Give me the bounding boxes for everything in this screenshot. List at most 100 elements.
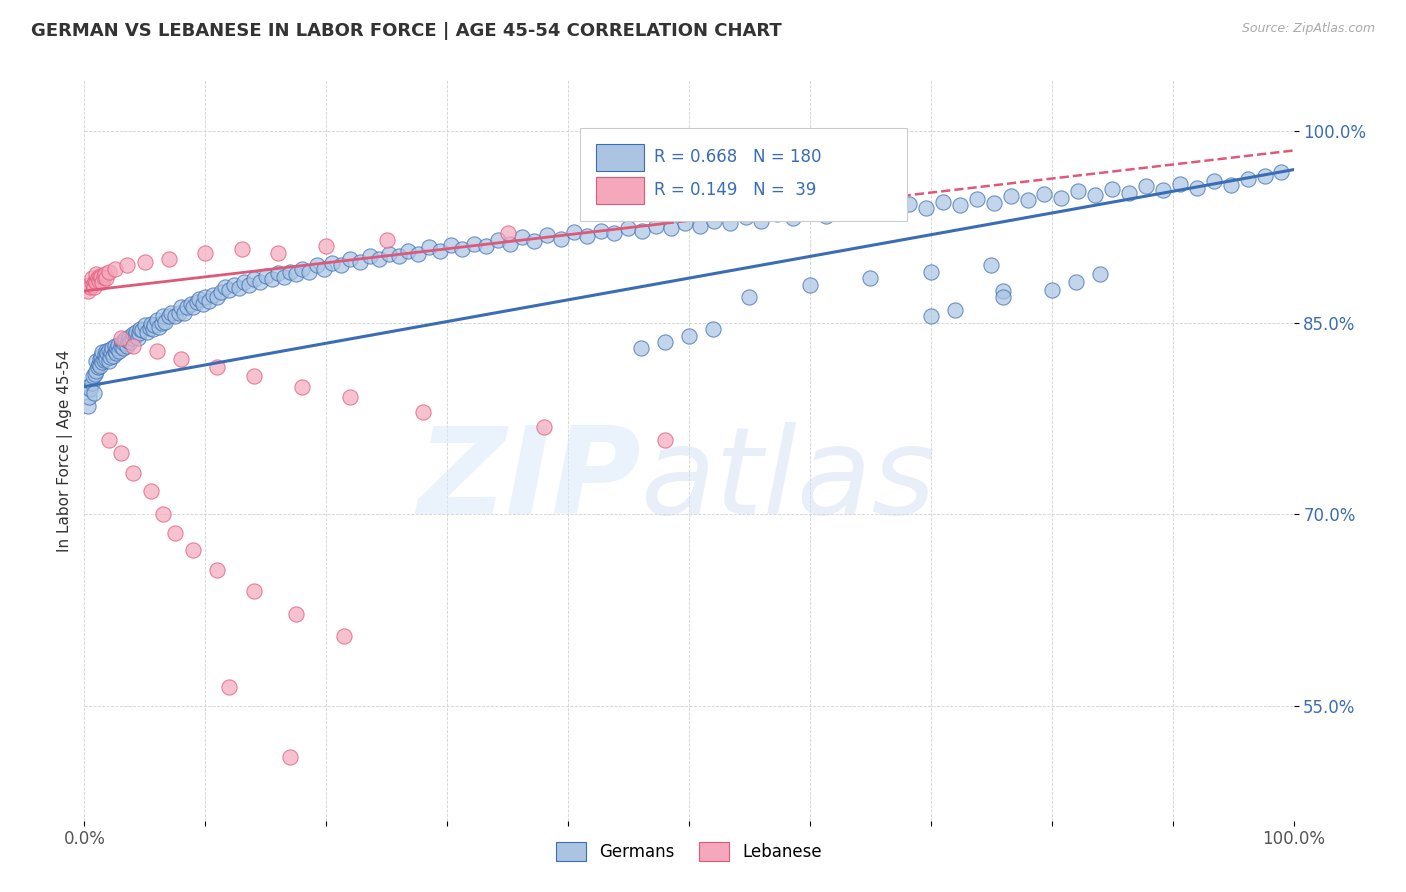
Point xyxy=(475,239,498,253)
Point xyxy=(305,259,328,273)
Point xyxy=(134,254,156,268)
Point xyxy=(1088,268,1111,282)
Point xyxy=(406,247,429,261)
Point xyxy=(136,325,159,339)
Point xyxy=(79,382,101,396)
Point xyxy=(150,316,173,330)
Point xyxy=(191,296,214,310)
Point xyxy=(157,310,180,324)
Point xyxy=(617,221,640,235)
Point xyxy=(118,330,141,344)
Point xyxy=(91,275,114,289)
Point xyxy=(249,275,271,289)
Point xyxy=(533,420,555,434)
Point xyxy=(254,268,277,283)
Point xyxy=(170,351,193,366)
Point xyxy=(105,342,128,356)
Point xyxy=(920,310,942,324)
Point xyxy=(160,305,183,319)
Point xyxy=(880,203,903,218)
Point xyxy=(1064,275,1087,289)
Point xyxy=(273,269,295,284)
Point xyxy=(1050,191,1073,205)
Text: Source: ZipAtlas.com: Source: ZipAtlas.com xyxy=(1241,22,1375,36)
Point xyxy=(576,229,599,244)
Point xyxy=(112,336,135,351)
Point xyxy=(170,301,193,315)
Point xyxy=(107,337,129,351)
Point xyxy=(278,749,301,764)
Point xyxy=(152,310,174,324)
Point xyxy=(388,249,411,263)
Point xyxy=(93,269,115,284)
Point xyxy=(207,290,229,304)
Point xyxy=(718,216,741,230)
Point xyxy=(846,206,869,220)
Point xyxy=(181,543,204,558)
Point xyxy=(703,213,725,227)
Point xyxy=(463,236,485,251)
Point xyxy=(312,262,335,277)
Point xyxy=(799,277,821,292)
Point xyxy=(1185,180,1208,194)
Point xyxy=(291,262,314,277)
Point xyxy=(799,204,821,219)
Point xyxy=(1033,186,1056,201)
Point xyxy=(966,192,988,206)
Point xyxy=(104,346,127,360)
Point xyxy=(155,314,177,328)
Point xyxy=(129,322,152,336)
FancyBboxPatch shape xyxy=(596,144,644,170)
Point xyxy=(228,281,250,295)
Point xyxy=(1219,178,1241,192)
Point xyxy=(863,200,886,214)
Point xyxy=(1067,185,1090,199)
Point xyxy=(242,272,264,286)
Point xyxy=(93,352,115,367)
Point xyxy=(101,342,124,356)
Point xyxy=(418,240,440,254)
Point xyxy=(1000,189,1022,203)
Point xyxy=(375,233,398,247)
Point xyxy=(97,354,120,368)
Point xyxy=(898,197,921,211)
Point xyxy=(291,379,314,393)
Point xyxy=(654,334,676,349)
Point xyxy=(499,236,522,251)
Point xyxy=(1270,165,1292,179)
Point xyxy=(86,360,108,375)
Point xyxy=(207,564,229,578)
Point xyxy=(603,227,626,241)
Point xyxy=(450,242,472,256)
Point xyxy=(734,210,756,224)
Point xyxy=(1101,182,1123,196)
Point xyxy=(148,319,170,334)
Point xyxy=(859,271,882,285)
Point xyxy=(83,386,105,401)
Point xyxy=(131,323,153,337)
Point xyxy=(94,343,117,358)
Point xyxy=(630,224,652,238)
Point xyxy=(86,268,108,282)
Point xyxy=(104,343,127,358)
Point xyxy=(84,274,107,288)
Point xyxy=(87,274,110,288)
Point xyxy=(86,354,108,368)
Text: R = 0.668   N = 180: R = 0.668 N = 180 xyxy=(654,147,821,166)
Point xyxy=(943,303,966,318)
Y-axis label: In Labor Force | Age 45-54: In Labor Force | Age 45-54 xyxy=(58,350,73,551)
Point xyxy=(339,390,361,404)
Point xyxy=(77,277,100,292)
Point xyxy=(82,277,104,292)
Text: GERMAN VS LEBANESE IN LABOR FORCE | AGE 45-54 CORRELATION CHART: GERMAN VS LEBANESE IN LABOR FORCE | AGE … xyxy=(31,22,782,40)
Point xyxy=(678,328,700,343)
Point xyxy=(143,318,166,333)
Point xyxy=(165,310,187,324)
Point xyxy=(751,213,773,227)
Point xyxy=(1253,169,1275,183)
Point xyxy=(412,405,434,419)
Point xyxy=(110,331,132,345)
Point xyxy=(76,379,98,393)
Point xyxy=(108,343,131,358)
Point xyxy=(659,221,682,235)
